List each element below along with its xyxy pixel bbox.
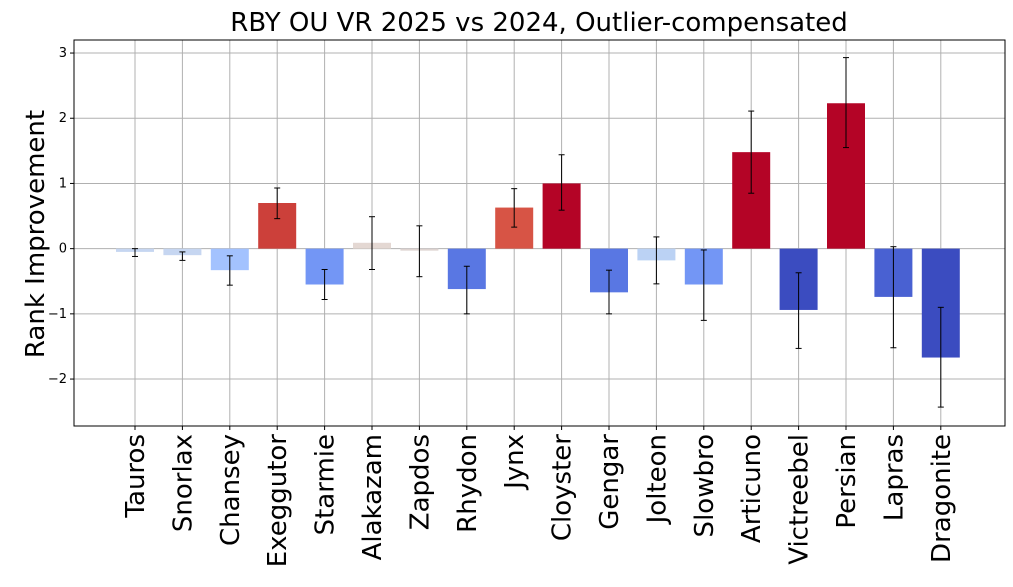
plot-frame (73, 39, 1006, 427)
x-tick-label: Alakazam (358, 434, 388, 560)
x-tick-label: Articuno (737, 434, 767, 543)
y-tick-label: 3 (59, 46, 67, 61)
x-tick-label: Persian (832, 434, 862, 529)
x-tick-label: Victreebel (785, 434, 815, 565)
y-tick-label: −1 (48, 307, 67, 322)
chart-title: RBY OU VR 2025 vs 2024, Outlier-compensa… (230, 8, 848, 38)
x-tick-label: Tauros (121, 434, 151, 519)
x-tick-label: Rhydon (453, 434, 483, 533)
x-tick-label: Cloyster (548, 434, 578, 541)
x-tick-label: Snorlax (168, 434, 198, 532)
x-tick-label: Gengar (595, 434, 625, 530)
x-tick-label: Zapdos (405, 434, 435, 530)
x-tick-label: Lapras (879, 434, 909, 521)
bars (116, 103, 960, 358)
x-tick-label: Chansey (216, 434, 246, 546)
grid-lines (74, 40, 1005, 426)
x-tick-label: Starmie (311, 434, 341, 535)
y-tick-label: 2 (59, 111, 67, 126)
y-tick-label: −2 (48, 372, 67, 387)
x-tick-label: Jynx (500, 434, 530, 491)
x-tick-label: Dragonite (927, 434, 957, 563)
y-ticks: −2 −1 0 1 2 3 (48, 46, 74, 387)
x-tick-label: Jolteon (642, 434, 672, 525)
y-axis-label: Rank Improvement (21, 110, 51, 358)
x-tick-label: Slowbro (690, 434, 720, 537)
y-tick-label: 1 (59, 176, 67, 191)
x-tick-label: Exeggutor (263, 434, 293, 568)
x-ticks: Tauros Snorlax Chansey Exeggutor Starmie Alak… (121, 426, 957, 567)
error-bars (132, 57, 944, 408)
y-tick-label: 0 (59, 242, 67, 257)
